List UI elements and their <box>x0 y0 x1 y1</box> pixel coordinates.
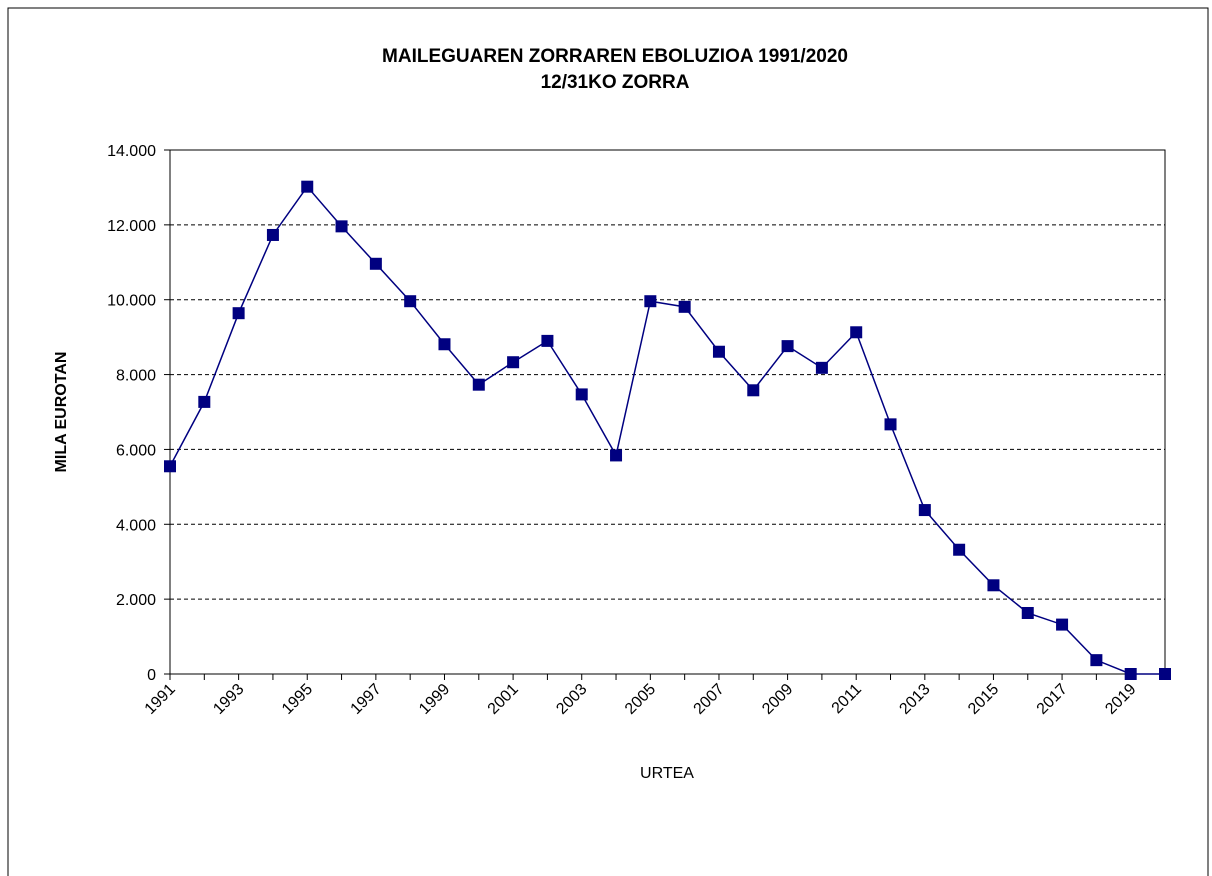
chart-subtitle: 12/31KO ZORRA <box>541 72 690 93</box>
marker <box>918 504 931 517</box>
plot-area <box>169 149 1166 675</box>
y-tick-label: 8.000 <box>116 368 156 385</box>
marker <box>712 345 725 358</box>
marker <box>953 543 966 556</box>
y-tick-label: 6.000 <box>116 442 156 459</box>
marker <box>369 257 382 270</box>
marker <box>678 300 691 313</box>
y-axis-label: MILA EUROTAN <box>53 352 70 473</box>
y-tick-label: 14.000 <box>107 143 156 160</box>
y-tick-label: 12.000 <box>107 218 156 235</box>
marker <box>850 326 863 339</box>
chart-title: MAILEGUAREN ZORRAREN EBOLUZIOA 1991/2020 <box>382 46 848 67</box>
marker <box>266 228 279 241</box>
marker <box>301 180 314 193</box>
marker <box>610 449 623 462</box>
marker <box>781 340 794 353</box>
marker <box>404 295 417 308</box>
marker <box>1124 668 1137 680</box>
marker <box>507 356 520 369</box>
marker <box>644 295 657 308</box>
marker <box>164 460 176 473</box>
marker <box>1159 668 1171 680</box>
marker <box>541 334 554 347</box>
y-tick-label: 2.000 <box>116 592 156 609</box>
marker <box>472 378 485 391</box>
marker <box>335 220 348 233</box>
marker <box>198 395 211 408</box>
marker <box>815 361 828 374</box>
y-tick-label: 10.000 <box>107 293 156 310</box>
marker <box>1090 654 1103 667</box>
marker <box>747 384 760 397</box>
y-tick-label: 4.000 <box>116 517 156 534</box>
marker <box>884 418 897 431</box>
marker <box>575 388 588 401</box>
marker <box>1056 618 1069 631</box>
marker <box>987 579 1000 592</box>
x-axis-label: URTEA <box>640 765 694 782</box>
y-tick-label: 0 <box>147 667 156 684</box>
marker <box>438 338 451 351</box>
marker <box>232 307 245 320</box>
marker <box>1021 606 1034 619</box>
